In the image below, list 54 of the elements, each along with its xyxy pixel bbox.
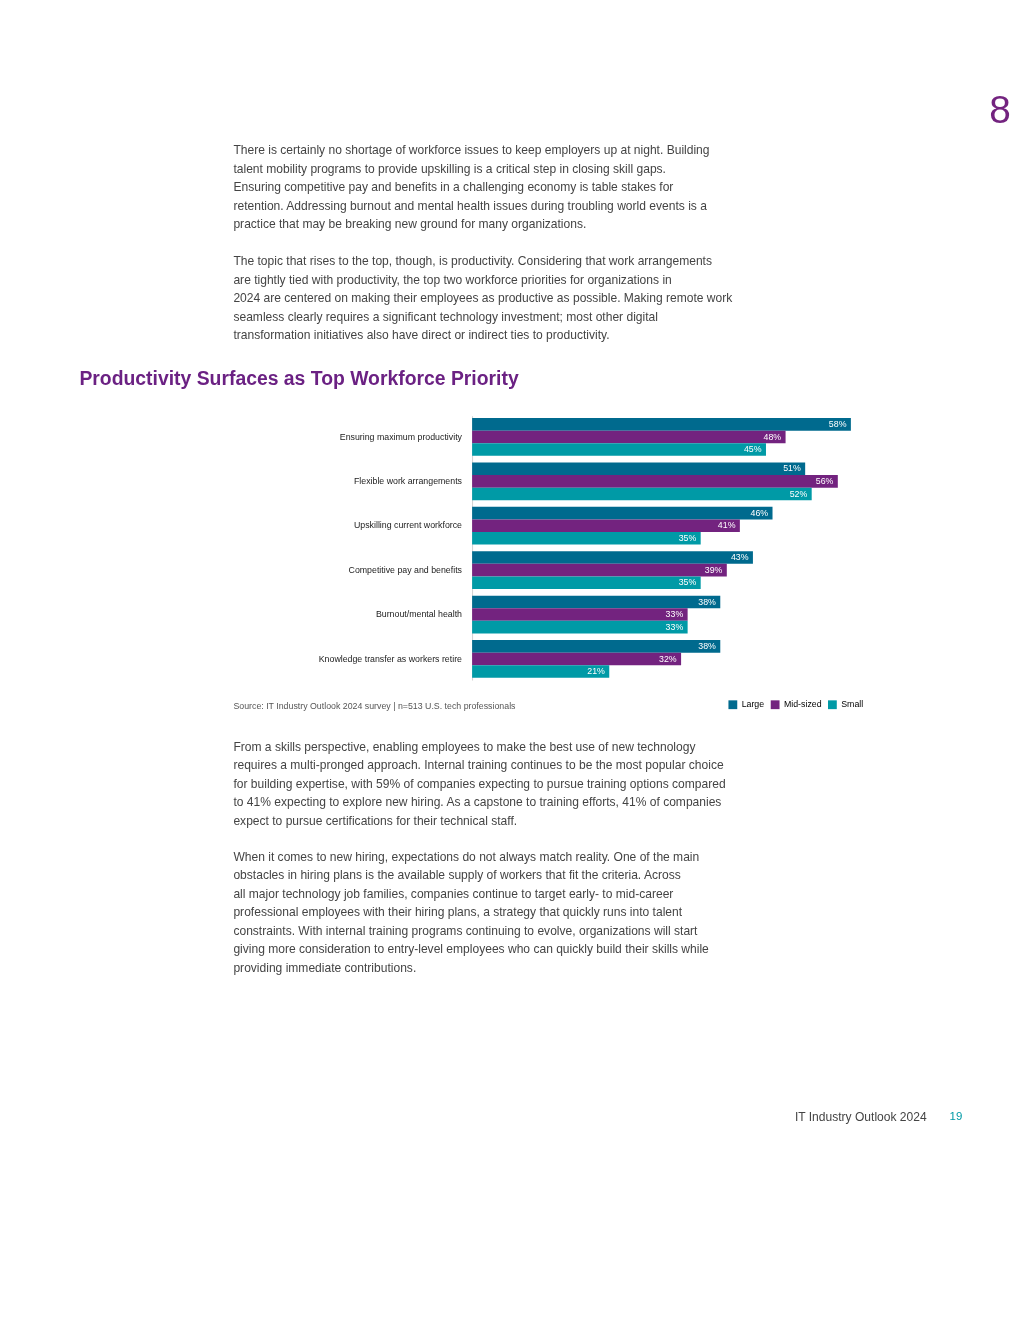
text: From a skills perspective, enabling employees to make the best use of new technology requires a multi-pronged approach. Internal training continues to be the most popular choice for building expertise, with 59% of companies expecting to pursue training options compared to 41% expecting to explore new hiring. As a capstone to training efforts, 41% of companies expect to pursue certifications for their technical staff. — [233, 739, 726, 828]
y-tick-label: Flexible work arrangements — [353, 475, 463, 486]
data-label: 41% — [717, 520, 736, 531]
y-tick-label: Upskilling current workforce — [353, 520, 463, 531]
data-label: 52% — [789, 488, 808, 499]
bar — [472, 462, 806, 476]
data-label: 32% — [659, 653, 677, 664]
text: When it comes to new hiring, expectations do not always match reality. One of the main obstacles in hiring plans is the available supply of workers that fit the criteria. Across all major technology job families, companies continue to target early- to mid-career professional employees with their hiring plans, a strategy that quickly runs into talent constraints. With internal training programs continuing to evolve, organizations will start giving more consideration to entry-level employees who can quickly build their skills while providing immediate contributions. — [233, 849, 710, 975]
data-label: 46% — [750, 507, 769, 518]
bar — [472, 519, 740, 533]
bar — [472, 506, 773, 520]
bar — [472, 487, 812, 501]
bar — [472, 608, 688, 621]
bar — [472, 595, 721, 609]
y-tick-label: Competitive pay and benefits — [348, 564, 463, 575]
y-tick-label: Knowledge transfer as workers retire — [318, 653, 463, 664]
legend-label: Large — [741, 699, 765, 710]
text: IT Industry Outlook 2024 — [794, 1110, 927, 1125]
data-label: 35% — [678, 577, 697, 588]
bar — [472, 443, 766, 456]
bar — [472, 532, 701, 545]
data-label: 39% — [704, 564, 723, 575]
bar — [472, 620, 688, 634]
bar — [472, 418, 851, 431]
data-label: 35% — [678, 532, 697, 543]
source-note: Source: IT Industry Outlook 2024 survey | n=513 U.S. tech professionals — [233, 701, 517, 712]
data-label: 58% — [828, 418, 847, 429]
data-label: 33% — [665, 621, 684, 632]
data-label: 56% — [815, 475, 834, 486]
bar — [472, 475, 838, 488]
y-tick-label: Ensuring maximum productivity — [339, 431, 463, 442]
data-label: 43% — [730, 552, 749, 563]
legend-label: Mid-sized — [783, 699, 822, 710]
data-label: 38% — [698, 641, 717, 652]
text: There is certainly no shortage of workforce issues to keep employers up at night. Building talent mobility programs to provide upskilling is a critical step in closing skill gaps. Ensuring competitive pay and benefits in a challenging economy is table stakes for retention. Addressing burnout and mental health issues during troubling world events is a practice that may be breaking new ground for many organizations. — [233, 143, 710, 232]
bar — [472, 563, 727, 577]
bar — [472, 430, 786, 444]
data-label: 21% — [587, 666, 606, 677]
bar — [472, 576, 701, 590]
data-label: 51% — [783, 463, 801, 474]
bar — [472, 640, 721, 653]
text: 19 — [949, 1110, 963, 1123]
y-tick-label: Burnout/mental health — [375, 609, 463, 620]
data-label: 48% — [763, 431, 782, 442]
data-label: 38% — [698, 596, 717, 607]
legend-label: Small — [841, 699, 864, 710]
text: The topic that rises to the top, though, is productivity. Considering that work arrangements are tightly tied with productivity, the top two workforce priorities for organizations in 2024 are centered on making their employees as productive as possible. Making remote work seamless clearly requires a significant technology investment; most other digital transformation initiatives also have direct or indirect ties to productivity. — [233, 254, 734, 343]
text: Productivity Surfaces as Top Workforce Priority — [79, 367, 519, 389]
bar — [472, 665, 610, 678]
text: 8 — [989, 87, 1011, 131]
data-label: 45% — [743, 444, 762, 455]
data-label: 33% — [665, 609, 684, 620]
bar — [472, 551, 753, 564]
bar — [472, 652, 682, 666]
